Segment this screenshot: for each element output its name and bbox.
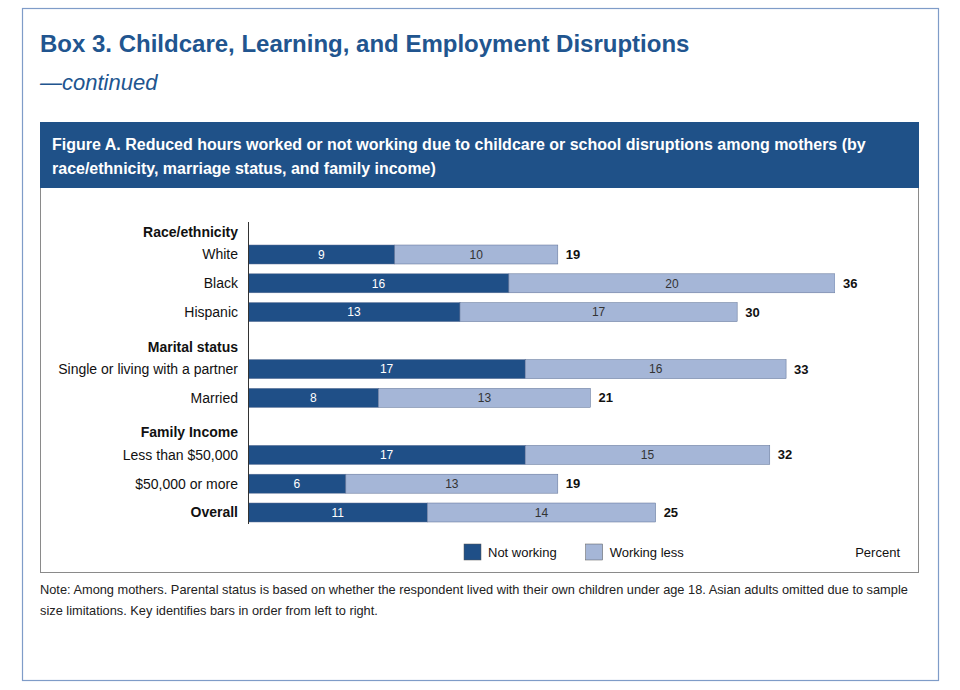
- y-tick-label: Hispanic: [184, 304, 238, 320]
- background: [0, 0, 960, 690]
- y-tick: Black: [204, 275, 239, 291]
- bar-segment: [248, 245, 395, 264]
- y-tick-label: White: [202, 246, 238, 262]
- data-label: 10: [470, 248, 484, 262]
- y-tick-label: Black: [204, 275, 239, 291]
- bars: [248, 245, 835, 522]
- total-label: 25: [664, 505, 678, 520]
- data-label: 20: [665, 277, 679, 291]
- bar-segment: [509, 274, 835, 293]
- group-header: Race/ethnicity: [143, 224, 238, 240]
- total-label: 19: [566, 476, 580, 491]
- y-tick-label: Single or living with a partner: [58, 361, 238, 377]
- bar-segment: [346, 474, 558, 493]
- y-tick: White: [202, 246, 238, 262]
- y-tick: Overall: [191, 504, 238, 520]
- y-tick-label: Overall: [191, 504, 238, 520]
- data-label: 17: [380, 448, 394, 462]
- y-tick: $50,000 or more: [135, 476, 238, 492]
- bar-segment: [248, 474, 346, 493]
- data-label: 16: [649, 362, 663, 376]
- data-label: 13: [445, 477, 459, 491]
- subtitle: —continued: [39, 70, 158, 95]
- data-label: 13: [347, 305, 361, 319]
- legend-label: Not working: [488, 545, 557, 560]
- y-tick-label: Married: [191, 390, 238, 406]
- legend: Not working Working less: [464, 544, 684, 560]
- data-label: 8: [310, 391, 317, 405]
- y-tick: Hispanic: [184, 304, 238, 320]
- total-label: 32: [778, 447, 792, 462]
- text-line: Note: Among mothers. Parental status is …: [40, 582, 908, 597]
- data-label: 17: [592, 305, 606, 319]
- legend-label: Working less: [610, 545, 685, 560]
- bar-segment: [378, 388, 590, 407]
- group-headers: Race/ethnicity Marital status Family Incom…: [141, 224, 238, 440]
- bar-segment: [427, 503, 655, 522]
- data-label: 14: [535, 506, 549, 520]
- legend-swatch: [464, 544, 481, 560]
- bar-segment: [525, 360, 786, 379]
- bar-segment: [248, 360, 525, 379]
- data-label: 16: [372, 277, 386, 291]
- box-frame: [23, 9, 939, 681]
- total-label: 30: [745, 305, 759, 320]
- bar-segment: [248, 445, 525, 464]
- bar-segment: [248, 503, 427, 522]
- figure-header-band: [40, 122, 919, 188]
- text-line: Figure A. Reduced hours worked or not wo…: [52, 136, 866, 153]
- category-axis-line: [248, 222, 249, 524]
- total-label: 33: [794, 362, 808, 377]
- data-labels: 9 16 13 17 8 17 6 11 10 20 17 16 13 15 13 14 19 36 30 33 21 3…: [294, 247, 858, 520]
- text-line: size limitations. Key identifies bars in…: [40, 603, 378, 618]
- data-label: 13: [478, 391, 492, 405]
- figure-frame: [41, 123, 919, 573]
- data-label: 11: [331, 506, 344, 520]
- group-header: Marital status: [148, 339, 238, 355]
- bar-segment: [248, 274, 509, 293]
- legend-swatch: [586, 544, 603, 560]
- y-tick: Single or living with a partner: [58, 361, 238, 377]
- data-label: 17: [380, 362, 394, 376]
- total-label: 19: [566, 247, 580, 262]
- group-header: Family Income: [141, 424, 238, 440]
- bar-segment: [395, 245, 558, 264]
- y-tick-label: Less than $50,000: [123, 447, 238, 463]
- title: Box 3. Childcare, Learning, and Employme…: [40, 30, 689, 57]
- figure-title: Figure A. Reduced hours worked or not wo…: [52, 136, 866, 177]
- chart-svg: Box 3. Childcare, Learning, and Employme…: [0, 0, 960, 690]
- bar-segment: [248, 388, 378, 407]
- y-axis: White Black Hispanic Single or living with …: [58, 246, 239, 520]
- data-label: 15: [641, 448, 655, 462]
- note: Note: Among mothers. Parental status is …: [40, 582, 908, 618]
- bar-segment: [248, 303, 460, 322]
- y-tick: Married: [191, 390, 238, 406]
- y-tick: Less than $50,000: [123, 447, 238, 463]
- y-tick-label: $50,000 or more: [135, 476, 238, 492]
- data-label: 6: [294, 477, 301, 491]
- series-bars: [346, 245, 835, 522]
- total-label: 36: [843, 276, 857, 291]
- x-axis-label: Percent: [855, 545, 900, 560]
- bar-segment: [460, 303, 737, 322]
- text-line: race/ethnicity, marriage status, and fam…: [52, 160, 436, 177]
- bar-segment: [525, 445, 770, 464]
- total-label: 21: [598, 390, 612, 405]
- data-label: 9: [318, 248, 325, 262]
